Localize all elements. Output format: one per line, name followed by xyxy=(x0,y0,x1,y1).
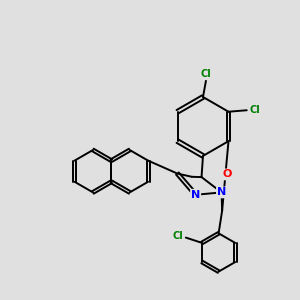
Text: Cl: Cl xyxy=(172,231,183,242)
Text: N: N xyxy=(191,190,200,200)
Text: Cl: Cl xyxy=(201,69,211,79)
Text: N: N xyxy=(217,188,226,197)
Text: Cl: Cl xyxy=(250,105,260,115)
Text: O: O xyxy=(222,169,232,179)
